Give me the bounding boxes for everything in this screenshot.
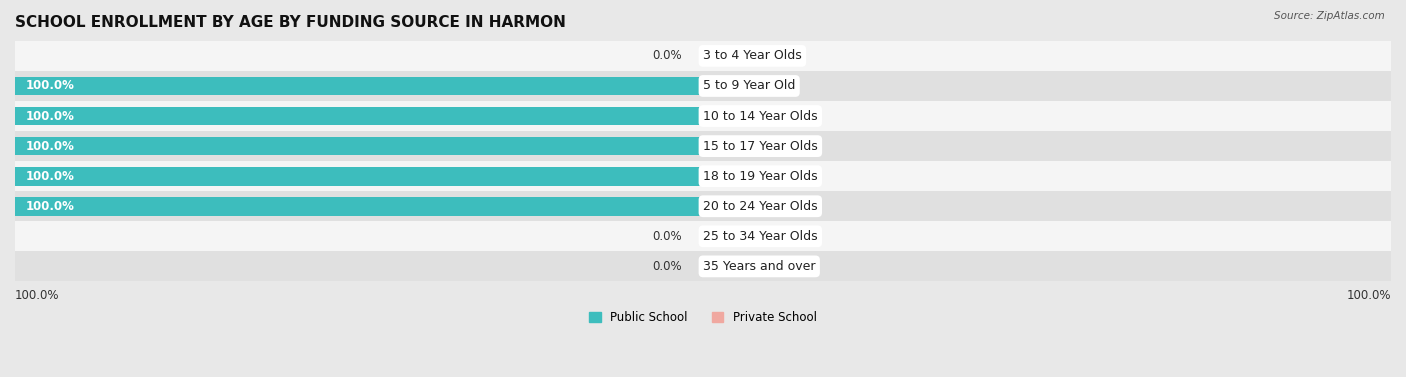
Text: 0.0%: 0.0%: [768, 49, 799, 63]
Bar: [15, 107, 703, 126]
Bar: [703, 77, 758, 95]
Bar: [703, 137, 758, 155]
Bar: [703, 257, 758, 276]
Text: 15 to 17 Year Olds: 15 to 17 Year Olds: [703, 139, 818, 153]
Bar: [15, 41, 1391, 71]
Text: 100.0%: 100.0%: [25, 80, 75, 92]
Text: 0.0%: 0.0%: [652, 260, 682, 273]
Bar: [15, 221, 1391, 251]
Text: 100.0%: 100.0%: [15, 289, 59, 302]
Bar: [703, 107, 758, 126]
Bar: [15, 131, 1391, 161]
Bar: [15, 77, 703, 95]
Text: 18 to 19 Year Olds: 18 to 19 Year Olds: [703, 170, 818, 183]
Bar: [15, 101, 1391, 131]
Bar: [703, 227, 758, 246]
Text: 20 to 24 Year Olds: 20 to 24 Year Olds: [703, 200, 818, 213]
Bar: [15, 191, 1391, 221]
Bar: [15, 197, 703, 216]
Text: 0.0%: 0.0%: [768, 170, 799, 183]
Text: 10 to 14 Year Olds: 10 to 14 Year Olds: [703, 110, 818, 123]
Text: 0.0%: 0.0%: [652, 230, 682, 243]
Text: 100.0%: 100.0%: [1347, 289, 1391, 302]
Bar: [703, 47, 758, 65]
Bar: [15, 167, 703, 185]
Bar: [15, 71, 1391, 101]
Text: 0.0%: 0.0%: [768, 260, 799, 273]
Text: 0.0%: 0.0%: [768, 230, 799, 243]
Bar: [15, 251, 1391, 281]
Text: 100.0%: 100.0%: [25, 170, 75, 183]
Text: 0.0%: 0.0%: [652, 49, 682, 63]
Text: 25 to 34 Year Olds: 25 to 34 Year Olds: [703, 230, 818, 243]
Text: 0.0%: 0.0%: [768, 110, 799, 123]
Text: SCHOOL ENROLLMENT BY AGE BY FUNDING SOURCE IN HARMON: SCHOOL ENROLLMENT BY AGE BY FUNDING SOUR…: [15, 15, 565, 30]
Bar: [703, 167, 758, 185]
Text: 5 to 9 Year Old: 5 to 9 Year Old: [703, 80, 796, 92]
Text: 0.0%: 0.0%: [768, 200, 799, 213]
Text: 35 Years and over: 35 Years and over: [703, 260, 815, 273]
Bar: [15, 137, 703, 155]
Text: 100.0%: 100.0%: [25, 110, 75, 123]
Text: 100.0%: 100.0%: [25, 200, 75, 213]
Text: 0.0%: 0.0%: [768, 139, 799, 153]
Legend: Public School, Private School: Public School, Private School: [585, 306, 821, 328]
Text: Source: ZipAtlas.com: Source: ZipAtlas.com: [1274, 11, 1385, 21]
Text: 3 to 4 Year Olds: 3 to 4 Year Olds: [703, 49, 801, 63]
Bar: [703, 197, 758, 216]
Bar: [15, 161, 1391, 191]
Text: 100.0%: 100.0%: [25, 139, 75, 153]
Text: 0.0%: 0.0%: [768, 80, 799, 92]
